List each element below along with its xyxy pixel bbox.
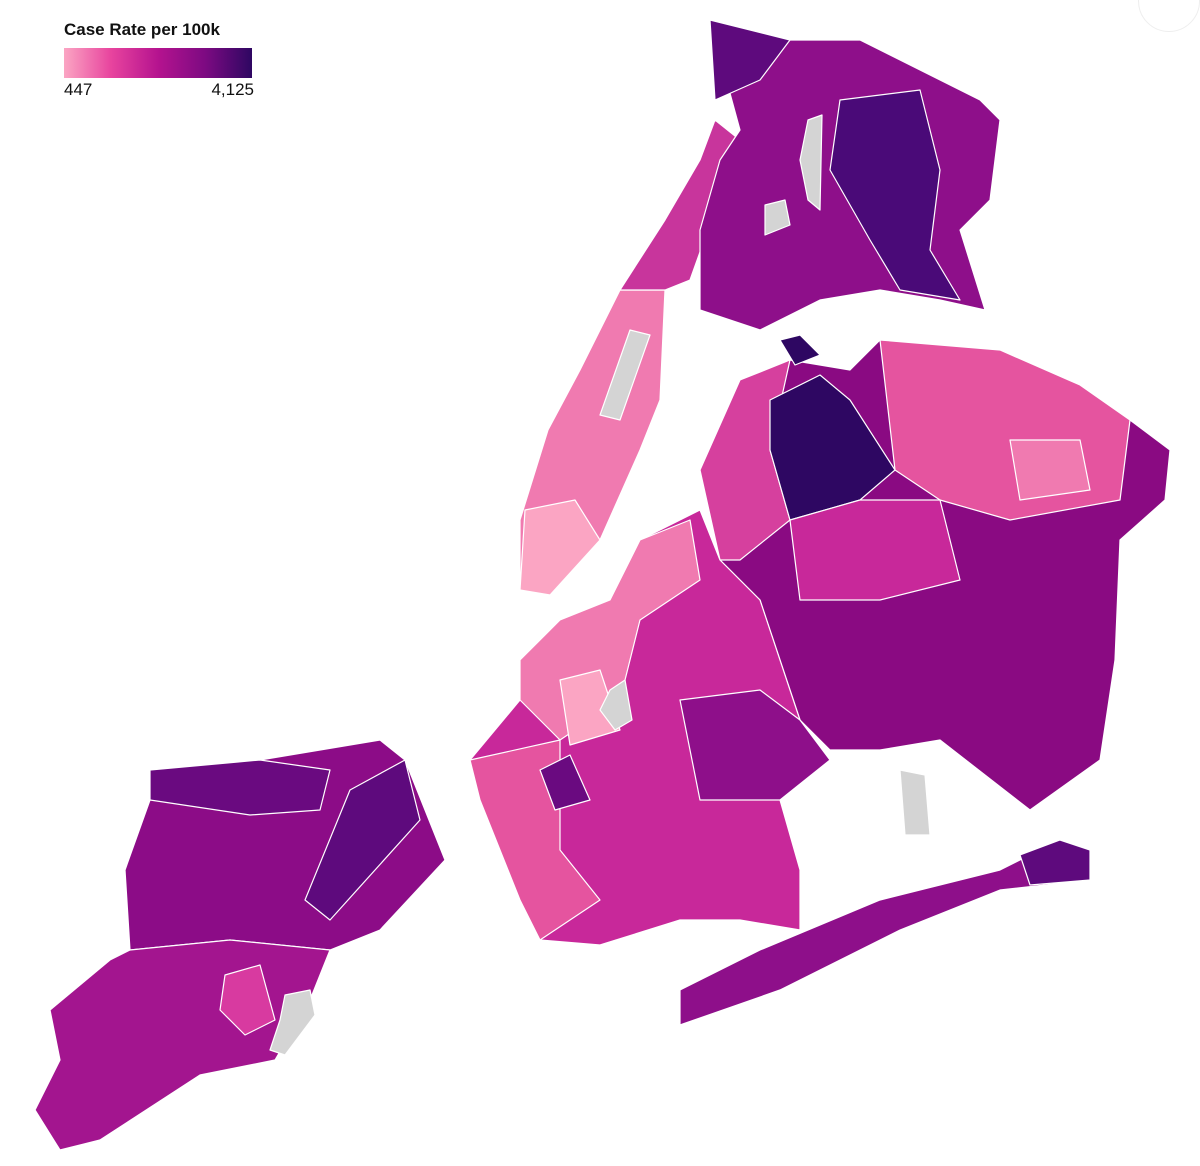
zip-area[interactable] [679, 689, 831, 801]
zip-area[interactable] [559, 669, 621, 746]
zip-area[interactable] [519, 499, 601, 596]
zip-area-no-data[interactable] [599, 329, 651, 421]
region-bronx[interactable] [699, 19, 1001, 331]
region-staten-island[interactable] [34, 739, 446, 1151]
legend-min-label: 447 [64, 80, 93, 99]
legend-color-bar [64, 48, 252, 78]
zip-area[interactable] [709, 19, 791, 101]
region-brooklyn[interactable] [469, 509, 931, 946]
zip-area[interactable] [769, 374, 896, 521]
zip-area[interactable] [219, 964, 276, 1036]
zip-area[interactable] [829, 89, 961, 301]
zip-area-no-data[interactable] [799, 114, 823, 211]
zip-area[interactable] [1019, 839, 1091, 886]
zip-area[interactable] [149, 759, 331, 816]
zip-area[interactable] [304, 759, 421, 921]
zip-area[interactable] [539, 754, 591, 811]
legend-title: Case Rate per 100k [64, 20, 220, 39]
zip-area-no-data[interactable] [599, 679, 633, 731]
legend-max-label: 4,125 [211, 80, 254, 99]
zip-area[interactable] [1009, 439, 1091, 501]
region-queens[interactable] [699, 334, 1171, 811]
zip-area-no-data[interactable] [899, 769, 931, 836]
region-manhattan[interactable] [519, 119, 741, 596]
zip-area[interactable] [619, 119, 741, 291]
region-rockaway[interactable] [679, 839, 1091, 1026]
zip-area-no-data[interactable] [764, 199, 791, 236]
zip-area[interactable] [469, 739, 601, 941]
zip-area-no-data[interactable] [269, 989, 316, 1056]
legend: Case Rate per 100k 447 4,125 [64, 20, 254, 100]
zip-area[interactable] [779, 334, 821, 366]
zip-area[interactable] [789, 499, 961, 601]
